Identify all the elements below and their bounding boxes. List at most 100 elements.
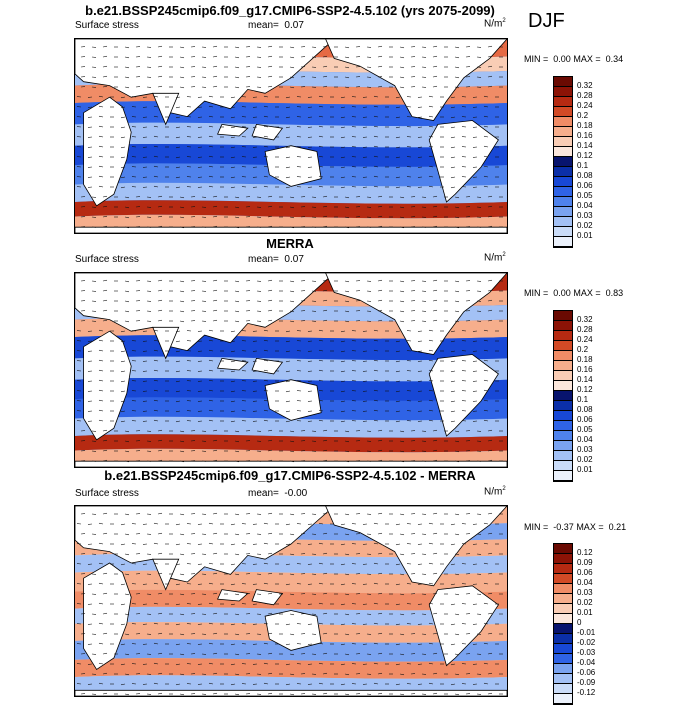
colorbar-tick-label: 0.2 — [577, 346, 588, 354]
colorbar-swatch — [554, 664, 572, 674]
colorbar-tick-label: 0.04 — [577, 436, 593, 444]
panel-2-min-value: 0.00 — [553, 288, 571, 298]
panel-1-max-label: MAX = — [573, 54, 600, 64]
colorbar-tick-label: 0.02 — [577, 599, 593, 607]
colorbar-swatch — [554, 554, 572, 564]
panel-2-min-label: MIN = — [524, 288, 548, 298]
colorbar-tick-label: 0.01 — [577, 466, 593, 474]
colorbar-tick-label: 0.08 — [577, 406, 593, 414]
colorbar-tick-label: -0.04 — [577, 659, 595, 667]
panel-2-minmax: MIN = 0.00 MAX = 0.83 — [524, 288, 623, 298]
panel-3-min-label: MIN = — [524, 522, 548, 532]
colorbar-swatch — [554, 207, 572, 217]
panel-1-min-value: 0.00 — [553, 54, 571, 64]
colorbar-swatch — [554, 321, 572, 331]
colorbar-swatch — [554, 594, 572, 604]
colorbar-swatch — [554, 391, 572, 401]
colorbar-tick-label: 0 — [577, 619, 581, 627]
panel-2-mean-value: 0.07 — [284, 254, 303, 265]
colorbar-swatch — [554, 107, 572, 117]
panel-3-mean: mean= -0.00 — [248, 488, 307, 499]
colorbar-swatch — [554, 177, 572, 187]
panel-2-units: N/m2 — [484, 252, 506, 263]
panel-3-max-value: 0.21 — [609, 522, 627, 532]
colorbar-tick-label: 0.06 — [577, 182, 593, 190]
colorbar-swatch — [554, 544, 572, 554]
colorbar-tick-label: 0.04 — [577, 202, 593, 210]
colorbar-swatch — [554, 411, 572, 421]
colorbar-swatch — [554, 644, 572, 654]
colorbar-swatch — [554, 471, 572, 481]
colorbar-tick-label: 0.32 — [577, 316, 593, 324]
colorbar-swatch — [554, 217, 572, 227]
colorbar-tick-label: 0.01 — [577, 609, 593, 617]
colorbar-tick-label: -0.12 — [577, 689, 595, 697]
panel-2-map-svg — [75, 273, 507, 467]
colorbar-swatch — [554, 624, 572, 634]
panel-1-mean: mean= 0.07 — [248, 20, 304, 31]
panel-3-units-exponent: 2 — [502, 486, 505, 492]
colorbar-tick-label: 0.09 — [577, 559, 593, 567]
colorbar-tick-label: 0.12 — [577, 152, 593, 160]
colorbar-tick-label: 0.32 — [577, 82, 593, 90]
panel-1-units-text: N/m — [484, 18, 502, 29]
panel-1-min-label: MIN = — [524, 54, 548, 64]
colorbar-swatch — [554, 87, 572, 97]
panel-2-mean-label: mean= — [248, 254, 279, 265]
colorbar-tick-label: 0.18 — [577, 122, 593, 130]
colorbar-tick-label: 0.02 — [577, 456, 593, 464]
panel-3-map-svg — [75, 506, 507, 696]
panel-1-units: N/m2 — [484, 18, 506, 29]
panel-3-mean-label: mean= — [248, 488, 279, 499]
colorbar-tick-label: 0.1 — [577, 162, 588, 170]
colorbar-swatch — [554, 604, 572, 614]
colorbar-tick-label: 0.05 — [577, 426, 593, 434]
colorbar-swatch — [554, 311, 572, 321]
colorbar-swatch — [554, 634, 572, 644]
panel-2-units-text: N/m — [484, 252, 502, 263]
colorbar-tick-label: 0.2 — [577, 112, 588, 120]
colorbar-tick-label: 0.03 — [577, 446, 593, 454]
panel-2-variable-label: Surface stress — [75, 254, 139, 265]
colorbar-swatch — [554, 674, 572, 684]
panel-1-mean-value: 0.07 — [284, 20, 303, 31]
panel-2-mean: mean= 0.07 — [248, 254, 304, 265]
colorbar-tick-label: 0.05 — [577, 192, 593, 200]
colorbar-swatch — [554, 654, 572, 664]
colorbar-swatch — [554, 117, 572, 127]
panel-1-colorbar — [553, 76, 573, 248]
colorbar-swatch — [554, 381, 572, 391]
colorbar-tick-label: 0.02 — [577, 222, 593, 230]
colorbar-swatch — [554, 167, 572, 177]
panel-3-units: N/m2 — [484, 486, 506, 497]
colorbar-tick-label: 0.12 — [577, 549, 593, 557]
colorbar-tick-label: 0.28 — [577, 92, 593, 100]
panel-2-max-label: MAX = — [573, 288, 600, 298]
colorbar-swatch — [554, 137, 572, 147]
panel-3-colorbar — [553, 543, 573, 705]
colorbar-swatch — [554, 441, 572, 451]
land-mass — [75, 461, 507, 467]
panel-2-max-value: 0.83 — [606, 288, 624, 298]
colorbar-swatch — [554, 361, 572, 371]
panel-1-map-svg — [75, 39, 507, 233]
colorbar-tick-label: 0.01 — [577, 232, 593, 240]
colorbar-swatch — [554, 401, 572, 411]
panel-1-minmax: MIN = 0.00 MAX = 0.34 — [524, 54, 623, 64]
colorbar-tick-label: -0.06 — [577, 669, 595, 677]
colorbar-swatch — [554, 341, 572, 351]
colorbar-swatch — [554, 564, 572, 574]
panel-2-map — [74, 272, 508, 468]
colorbar-tick-label: 0.16 — [577, 366, 593, 374]
colorbar-tick-label: 0.06 — [577, 416, 593, 424]
panel-3-variable-label: Surface stress — [75, 488, 139, 499]
colorbar-tick-label: 0.04 — [577, 579, 593, 587]
colorbar-swatch — [554, 127, 572, 137]
colorbar-tick-label: 0.08 — [577, 172, 593, 180]
colorbar-swatch — [554, 614, 572, 624]
panel-3-max-label: MAX = — [576, 522, 603, 532]
colorbar-swatch — [554, 694, 572, 704]
colorbar-swatch — [554, 684, 572, 694]
panel-3-units-text: N/m — [484, 486, 502, 497]
colorbar-tick-label: 0.16 — [577, 132, 593, 140]
